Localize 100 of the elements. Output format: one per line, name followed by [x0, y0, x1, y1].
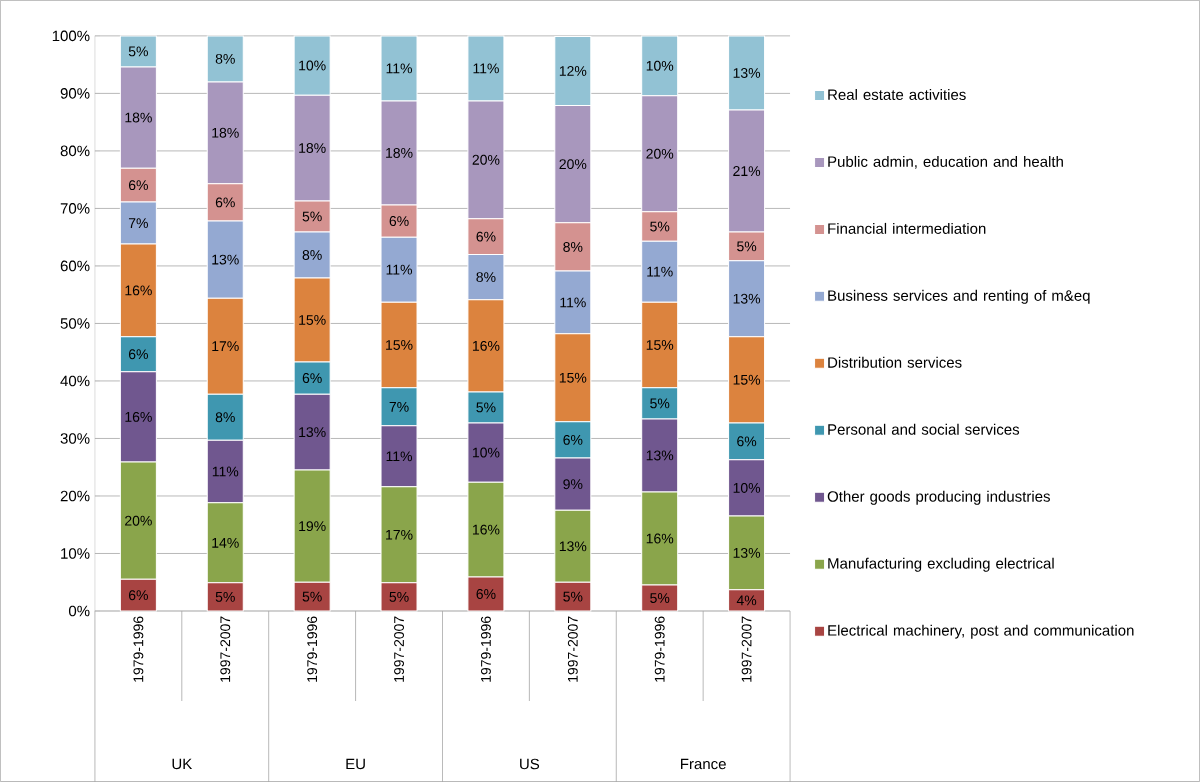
legend-label: Distribution services: [828, 356, 962, 368]
data-label: 8%: [215, 412, 235, 423]
data-label: 9%: [563, 479, 583, 490]
data-label: 16%: [646, 533, 674, 544]
data-label: 15%: [386, 340, 413, 350]
legend-label: Electrical machinery, post and communication: [828, 624, 1134, 639]
data-label: 11%: [647, 266, 673, 277]
data-label: 7%: [128, 218, 148, 229]
text: France: [681, 758, 726, 770]
data-label: 11%: [212, 466, 239, 477]
data-label: 21%: [733, 166, 761, 176]
data-label: 13%: [733, 547, 761, 558]
text: UK: [172, 758, 193, 770]
y-tick-label: 80%: [60, 145, 90, 157]
data-label: 5%: [563, 591, 583, 602]
data-label: 15%: [733, 374, 761, 385]
data-label: 10%: [646, 60, 674, 71]
data-label: 20%: [472, 154, 500, 165]
data-label: 11%: [386, 63, 413, 74]
data-label: 8%: [302, 250, 322, 260]
data-label: 15%: [559, 372, 587, 383]
text: EU: [346, 758, 365, 770]
data-label: 4%: [736, 595, 757, 606]
y-tick-label: 70%: [60, 203, 90, 214]
legend-label: Other goods producing industries: [827, 490, 1050, 505]
data-label: 5%: [302, 591, 322, 602]
text: US: [520, 758, 540, 770]
data-label: 18%: [125, 112, 152, 123]
y-tick-label: 90%: [60, 88, 90, 99]
data-label: 20%: [646, 148, 674, 159]
legend-label: Financial intermediation: [828, 222, 986, 234]
data-label: 8%: [563, 242, 583, 252]
y-tick-label: 60%: [60, 260, 90, 272]
data-label: 13%: [559, 541, 587, 552]
data-label: 11%: [473, 63, 499, 74]
data-label: 13%: [646, 450, 674, 461]
legend-label: Personal and social services: [828, 423, 1020, 435]
x-tick-label: 1997-2007: [220, 616, 231, 682]
legend-label: Manufacturing excluding electrical: [828, 557, 1054, 572]
data-label: 20%: [559, 159, 587, 170]
data-label: 6%: [128, 590, 148, 601]
data-label: 16%: [125, 411, 152, 422]
data-label: 16%: [125, 285, 152, 296]
data-label: 18%: [386, 147, 413, 158]
data-label: 10%: [733, 482, 761, 493]
data-label: 5%: [302, 211, 322, 222]
data-label: 10%: [472, 447, 500, 458]
legend-label: Business services and renting of m&eq: [828, 289, 1090, 304]
x-tick-label: 1997-2007: [741, 616, 752, 682]
data-label: 6%: [215, 197, 235, 208]
data-label: 5%: [650, 398, 670, 409]
y-tick-label: 100%: [52, 30, 90, 42]
x-tick-label: 1979-1996: [480, 616, 491, 682]
data-label: 5%: [650, 593, 670, 604]
data-label: 16%: [472, 524, 500, 535]
data-label: 17%: [212, 341, 239, 352]
data-label: 13%: [733, 68, 761, 78]
x-tick-label: 1997-2007: [394, 616, 404, 682]
x-tick-label: 1997-2007: [567, 616, 578, 682]
data-label: 11%: [560, 297, 586, 308]
y-tick-label: 40%: [60, 375, 90, 387]
data-label: 6%: [389, 216, 409, 227]
legend-label: Real estate activities: [828, 88, 966, 101]
data-label: 13%: [299, 427, 326, 438]
data-label: 5%: [128, 46, 148, 57]
data-label: 20%: [125, 515, 152, 526]
data-label: 19%: [299, 521, 326, 532]
x-tick-label: 1979-1996: [133, 616, 144, 682]
data-label: 6%: [737, 436, 757, 447]
data-label: 6%: [128, 180, 148, 191]
data-label: 11%: [386, 264, 413, 275]
data-label: 6%: [476, 589, 496, 600]
data-label: 5%: [476, 402, 496, 413]
data-label: 18%: [212, 127, 239, 138]
y-tick-label: 50%: [60, 318, 90, 329]
y-tick-label: 30%: [60, 433, 90, 444]
legend-label: Public admin, education and health: [828, 155, 1063, 169]
data-label: 16%: [472, 340, 500, 351]
data-label: 13%: [733, 293, 761, 304]
data-label: 17%: [386, 529, 413, 540]
data-label: 18%: [299, 143, 326, 154]
x-tick-label: 1979-1996: [654, 616, 665, 682]
data-label: 6%: [563, 434, 583, 445]
data-label: 6%: [476, 231, 496, 242]
y-tick-label: 20%: [60, 490, 90, 502]
data-label: 15%: [299, 315, 326, 325]
data-label: 6%: [302, 373, 322, 384]
y-tick-label: 0%: [68, 605, 90, 617]
data-label: 5%: [215, 592, 235, 602]
data-label: 8%: [215, 53, 235, 64]
data-label: 10%: [299, 60, 326, 71]
data-label: 7%: [389, 401, 409, 412]
data-label: 13%: [212, 254, 239, 265]
data-label: 8%: [476, 272, 496, 283]
x-tick-label: 1979-1996: [307, 616, 318, 682]
data-label: 5%: [737, 241, 757, 252]
data-label: 5%: [389, 592, 409, 602]
data-label: 12%: [559, 66, 587, 76]
y-tick-label: 10%: [61, 548, 90, 559]
data-label: 6%: [128, 349, 148, 360]
